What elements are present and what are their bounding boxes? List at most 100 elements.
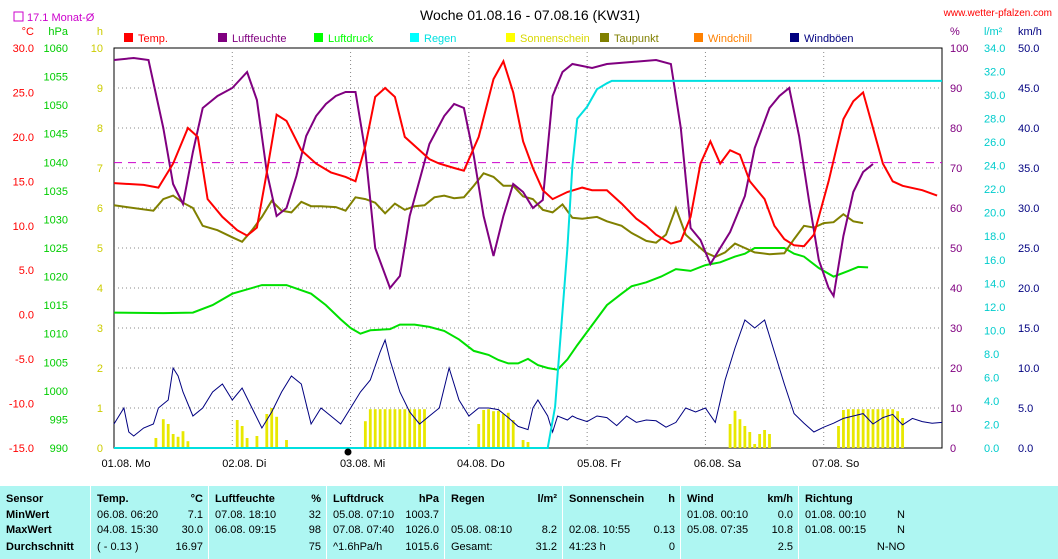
x-axis-label: 05.08. Fr	[577, 458, 621, 470]
left-axis-unit: h	[97, 26, 103, 38]
legend-label: Temp.	[138, 33, 168, 45]
stats-cell-value: N-NO	[876, 541, 905, 553]
left-axis-tick: -15.0	[9, 443, 34, 455]
right-axis-tick: 40.0	[1018, 123, 1039, 135]
sunshine-bar	[763, 430, 766, 448]
sunshine-bar	[851, 409, 855, 448]
sunshine-bar	[477, 424, 481, 448]
stats-cell-label: ( - 0.13 )	[97, 541, 139, 553]
sunshine-bar	[166, 424, 170, 448]
left-axis-tick: 10	[91, 43, 103, 55]
sunshine-bar	[881, 409, 885, 448]
legend-swatch	[314, 33, 323, 42]
legend-swatch	[600, 33, 609, 42]
sunshine-bar	[408, 409, 412, 448]
sunshine-bar	[363, 421, 367, 448]
right-axis-tick: 12.0	[984, 302, 1005, 314]
sunshine-bar	[383, 409, 387, 448]
stats-cell-label: 06.08. 06:20	[97, 509, 159, 521]
stats-column: Richtung 01.08. 00:10 N 01.08. 00:15 N N-NO	[798, 486, 911, 559]
left-axis-tick: 1015	[44, 300, 68, 312]
sunshine-bar	[403, 409, 407, 448]
sunshine-bar	[511, 420, 515, 448]
left-axis-tick: 1040	[44, 157, 68, 169]
stats-cell-label: 05.08. 07:35	[687, 524, 749, 536]
sunshine-bar	[733, 410, 737, 448]
sunshine-bar	[368, 409, 372, 448]
right-axis-tick: 18.0	[984, 231, 1005, 243]
sunshine-bar	[181, 431, 185, 448]
stats-cell-value: 75	[308, 541, 321, 553]
left-axis-tick: 1025	[44, 243, 68, 255]
stats-unit: km/h	[767, 493, 793, 505]
stats-cell-label: 01.08. 00:15	[805, 524, 867, 536]
left-axis-tick: 7	[97, 163, 103, 175]
sunshine-bar	[866, 409, 870, 448]
statistics-table: Sensor MinWert MaxWert Durchschnitt Temp. °C 0…	[0, 486, 1058, 559]
left-axis-tick: 6	[97, 203, 103, 215]
left-axis-tick: 30.0	[13, 43, 34, 55]
stats-cell-label: 04.08. 15:30	[97, 524, 159, 536]
legend-label: Windböen	[804, 33, 854, 45]
left-axis-tick: 2	[97, 363, 103, 375]
right-axis-tick: 10.0	[1018, 363, 1039, 375]
sunshine-bar	[526, 442, 530, 448]
stats-cell-value: 7.1	[187, 509, 203, 521]
right-axis-tick: 28.0	[984, 114, 1005, 126]
sunshine-bar	[154, 438, 158, 448]
sunshine-bar	[497, 410, 500, 448]
legend-swatch	[124, 33, 133, 42]
stats-header: Luftdruck	[333, 493, 384, 505]
stats-header: Luftfeuchte	[215, 493, 275, 505]
sunshine-bar	[743, 426, 747, 448]
right-axis-tick: 20	[950, 363, 962, 375]
stats-cell-label: Durchschnitt	[6, 541, 74, 553]
sunshine-bar	[521, 440, 525, 448]
dewpoint-line	[113, 172, 864, 258]
right-axis-tick: 30	[950, 323, 962, 335]
stats-column: Sensor MinWert MaxWert Durchschnitt	[0, 486, 90, 559]
stats-cell-value: 1003.7	[405, 509, 439, 521]
sunshine-bar	[506, 412, 510, 448]
right-axis-tick: 50	[950, 243, 962, 255]
sunshine-bar	[487, 409, 490, 448]
sunshine-bar	[388, 409, 392, 448]
left-axis-tick: 25.0	[13, 87, 34, 99]
stats-header: Sensor	[6, 493, 44, 505]
stats-column: Wind km/h 01.08. 00:10 0.0 05.08. 07:35 10.8 2…	[680, 486, 799, 559]
stats-column: Temp. °C 06.08. 06:20 7.1 04.08. 15:30 30.0 ( …	[90, 486, 209, 559]
left-axis-tick: 9	[97, 83, 103, 95]
sunshine-bar	[748, 432, 752, 448]
monthly-avg-label: 17.1 Monat-Ø	[27, 12, 95, 24]
stats-cell-value: 10.8	[771, 524, 793, 536]
sunshine-bar	[255, 436, 259, 448]
sunshine-bar	[423, 409, 426, 448]
stats-cell-value: 31.2	[535, 541, 557, 553]
right-axis-unit: l/m²	[984, 26, 1003, 38]
sunshine-bar	[738, 419, 742, 448]
right-axis-tick: 25.0	[1018, 243, 1039, 255]
stats-column: Luftfeuchte% 07.08. 18:10 32 06.08. 09:15 98…	[208, 486, 327, 559]
stats-cell-label: 05.08. 07:10	[333, 509, 395, 521]
sunshine-bar	[393, 409, 397, 448]
x-axis-label: 07.08. So	[812, 458, 859, 470]
sunshine-bar	[728, 424, 732, 448]
stats-cell-label: Gesamt:	[451, 541, 493, 553]
chart-title: Woche 01.08.16 - 07.08.16 (KW31)	[420, 7, 640, 23]
sunshine-bar	[482, 410, 486, 448]
stats-cell-value: 30.0	[181, 524, 203, 536]
sunshine-bar	[501, 414, 505, 448]
left-axis-tick: 1030	[44, 214, 68, 226]
stats-cell-value: 1015.6	[405, 541, 439, 553]
sunshine-bar	[901, 418, 904, 448]
left-axis-tick: -5.0	[15, 354, 34, 366]
legend-label: Taupunkt	[614, 33, 659, 45]
right-axis-tick: 70	[950, 163, 962, 175]
sunshine-bar	[378, 409, 382, 448]
sunshine-bar	[265, 414, 269, 448]
stats-cell-label: 01.08. 00:10	[687, 509, 749, 521]
legend: Temp. Luftfeuchte Luftdruck Regen Sonnensche…	[124, 33, 854, 45]
sunshine-bar	[891, 409, 895, 448]
right-axis-unit: km/h	[1018, 26, 1042, 38]
monthly-avg-marker-icon	[13, 11, 24, 22]
